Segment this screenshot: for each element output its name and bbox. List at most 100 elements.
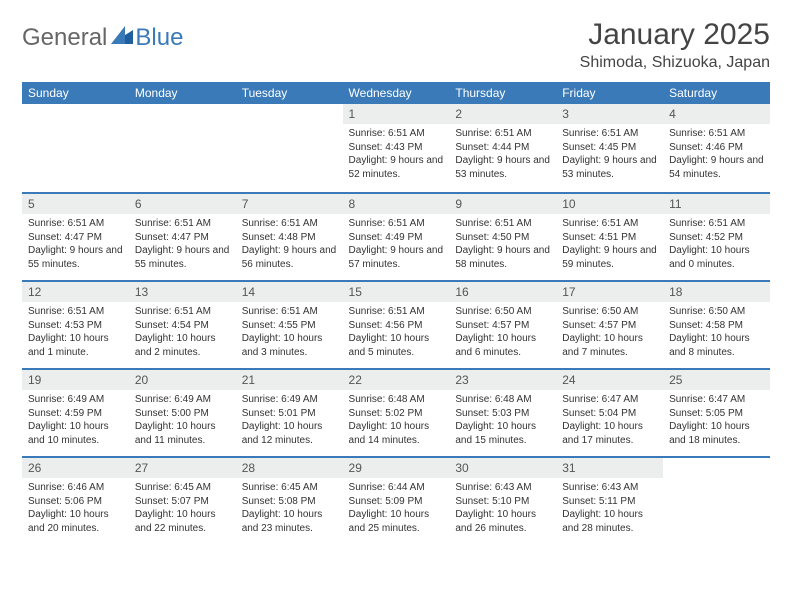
- day-number: 30: [449, 458, 556, 478]
- day-details: Sunrise: 6:49 AMSunset: 4:59 PMDaylight:…: [22, 390, 129, 447]
- day-number: 23: [449, 370, 556, 390]
- day-number: 4: [663, 104, 770, 124]
- title-block: January 2025 Shimoda, Shizuoka, Japan: [580, 18, 770, 72]
- day-number: 9: [449, 194, 556, 214]
- calendar-cell: 17Sunrise: 6:50 AMSunset: 4:57 PMDayligh…: [556, 280, 663, 368]
- day-details: Sunrise: 6:44 AMSunset: 5:09 PMDaylight:…: [343, 478, 450, 535]
- day-number: 2: [449, 104, 556, 124]
- day-number: 7: [236, 194, 343, 214]
- calendar-cell: 12Sunrise: 6:51 AMSunset: 4:53 PMDayligh…: [22, 280, 129, 368]
- header: General Blue January 2025 Shimoda, Shizu…: [22, 18, 770, 72]
- logo-icon: [111, 26, 133, 44]
- day-number: 28: [236, 458, 343, 478]
- day-number: 24: [556, 370, 663, 390]
- calendar-cell: 21Sunrise: 6:49 AMSunset: 5:01 PMDayligh…: [236, 368, 343, 456]
- calendar-cell: 27Sunrise: 6:45 AMSunset: 5:07 PMDayligh…: [129, 456, 236, 544]
- calendar-cell: 24Sunrise: 6:47 AMSunset: 5:04 PMDayligh…: [556, 368, 663, 456]
- day-number: 19: [22, 370, 129, 390]
- calendar-cell: [236, 104, 343, 192]
- location: Shimoda, Shizuoka, Japan: [580, 54, 770, 72]
- calendar-row: 5Sunrise: 6:51 AMSunset: 4:47 PMDaylight…: [22, 192, 770, 280]
- day-details: Sunrise: 6:51 AMSunset: 4:50 PMDaylight:…: [449, 214, 556, 271]
- day-number: 10: [556, 194, 663, 214]
- calendar-cell: [129, 104, 236, 192]
- day-details: Sunrise: 6:51 AMSunset: 4:47 PMDaylight:…: [129, 214, 236, 271]
- calendar-cell: 11Sunrise: 6:51 AMSunset: 4:52 PMDayligh…: [663, 192, 770, 280]
- calendar-cell: 8Sunrise: 6:51 AMSunset: 4:49 PMDaylight…: [343, 192, 450, 280]
- calendar-cell: 1Sunrise: 6:51 AMSunset: 4:43 PMDaylight…: [343, 104, 450, 192]
- weekday-header: Saturday: [663, 82, 770, 104]
- day-number: 21: [236, 370, 343, 390]
- day-number: 14: [236, 282, 343, 302]
- day-details: Sunrise: 6:51 AMSunset: 4:43 PMDaylight:…: [343, 124, 450, 181]
- day-details: Sunrise: 6:48 AMSunset: 5:02 PMDaylight:…: [343, 390, 450, 447]
- day-number: 11: [663, 194, 770, 214]
- day-details: Sunrise: 6:51 AMSunset: 4:51 PMDaylight:…: [556, 214, 663, 271]
- calendar-row: 1Sunrise: 6:51 AMSunset: 4:43 PMDaylight…: [22, 104, 770, 192]
- day-details: Sunrise: 6:48 AMSunset: 5:03 PMDaylight:…: [449, 390, 556, 447]
- logo-text-1: General: [22, 24, 107, 52]
- weekday-header: Friday: [556, 82, 663, 104]
- calendar-cell: 22Sunrise: 6:48 AMSunset: 5:02 PMDayligh…: [343, 368, 450, 456]
- weekday-header: Monday: [129, 82, 236, 104]
- day-number: 6: [129, 194, 236, 214]
- day-details: Sunrise: 6:43 AMSunset: 5:11 PMDaylight:…: [556, 478, 663, 535]
- day-number: 31: [556, 458, 663, 478]
- day-number: 12: [22, 282, 129, 302]
- calendar-cell: 9Sunrise: 6:51 AMSunset: 4:50 PMDaylight…: [449, 192, 556, 280]
- calendar-cell: 14Sunrise: 6:51 AMSunset: 4:55 PMDayligh…: [236, 280, 343, 368]
- day-details: Sunrise: 6:47 AMSunset: 5:04 PMDaylight:…: [556, 390, 663, 447]
- day-number: 22: [343, 370, 450, 390]
- calendar-cell: 15Sunrise: 6:51 AMSunset: 4:56 PMDayligh…: [343, 280, 450, 368]
- calendar-cell: 25Sunrise: 6:47 AMSunset: 5:05 PMDayligh…: [663, 368, 770, 456]
- calendar-cell: 16Sunrise: 6:50 AMSunset: 4:57 PMDayligh…: [449, 280, 556, 368]
- calendar-cell: 7Sunrise: 6:51 AMSunset: 4:48 PMDaylight…: [236, 192, 343, 280]
- weekday-header-row: Sunday Monday Tuesday Wednesday Thursday…: [22, 82, 770, 104]
- day-details: Sunrise: 6:51 AMSunset: 4:55 PMDaylight:…: [236, 302, 343, 359]
- day-number: 26: [22, 458, 129, 478]
- calendar-row: 26Sunrise: 6:46 AMSunset: 5:06 PMDayligh…: [22, 456, 770, 544]
- logo: General Blue: [22, 18, 183, 52]
- day-details: Sunrise: 6:51 AMSunset: 4:49 PMDaylight:…: [343, 214, 450, 271]
- calendar-cell: 4Sunrise: 6:51 AMSunset: 4:46 PMDaylight…: [663, 104, 770, 192]
- calendar-cell: 2Sunrise: 6:51 AMSunset: 4:44 PMDaylight…: [449, 104, 556, 192]
- calendar-cell: 13Sunrise: 6:51 AMSunset: 4:54 PMDayligh…: [129, 280, 236, 368]
- day-details: Sunrise: 6:51 AMSunset: 4:53 PMDaylight:…: [22, 302, 129, 359]
- day-details: Sunrise: 6:51 AMSunset: 4:45 PMDaylight:…: [556, 124, 663, 181]
- weekday-header: Tuesday: [236, 82, 343, 104]
- weekday-header: Sunday: [22, 82, 129, 104]
- calendar-cell: [663, 456, 770, 544]
- day-details: Sunrise: 6:51 AMSunset: 4:47 PMDaylight:…: [22, 214, 129, 271]
- day-details: Sunrise: 6:49 AMSunset: 5:00 PMDaylight:…: [129, 390, 236, 447]
- calendar-cell: 23Sunrise: 6:48 AMSunset: 5:03 PMDayligh…: [449, 368, 556, 456]
- day-number: 25: [663, 370, 770, 390]
- weekday-header: Wednesday: [343, 82, 450, 104]
- day-number: 15: [343, 282, 450, 302]
- day-details: Sunrise: 6:51 AMSunset: 4:46 PMDaylight:…: [663, 124, 770, 181]
- calendar-cell: 26Sunrise: 6:46 AMSunset: 5:06 PMDayligh…: [22, 456, 129, 544]
- calendar-cell: 10Sunrise: 6:51 AMSunset: 4:51 PMDayligh…: [556, 192, 663, 280]
- calendar-cell: 30Sunrise: 6:43 AMSunset: 5:10 PMDayligh…: [449, 456, 556, 544]
- day-details: Sunrise: 6:51 AMSunset: 4:48 PMDaylight:…: [236, 214, 343, 271]
- day-details: Sunrise: 6:51 AMSunset: 4:44 PMDaylight:…: [449, 124, 556, 181]
- month-title: January 2025: [580, 18, 770, 52]
- day-number: 5: [22, 194, 129, 214]
- calendar-cell: 29Sunrise: 6:44 AMSunset: 5:09 PMDayligh…: [343, 456, 450, 544]
- day-number: 27: [129, 458, 236, 478]
- day-number: 13: [129, 282, 236, 302]
- calendar-cell: 19Sunrise: 6:49 AMSunset: 4:59 PMDayligh…: [22, 368, 129, 456]
- calendar-row: 12Sunrise: 6:51 AMSunset: 4:53 PMDayligh…: [22, 280, 770, 368]
- day-number: 18: [663, 282, 770, 302]
- calendar-cell: 5Sunrise: 6:51 AMSunset: 4:47 PMDaylight…: [22, 192, 129, 280]
- day-details: Sunrise: 6:45 AMSunset: 5:07 PMDaylight:…: [129, 478, 236, 535]
- day-number: 29: [343, 458, 450, 478]
- day-number: 17: [556, 282, 663, 302]
- day-details: Sunrise: 6:50 AMSunset: 4:58 PMDaylight:…: [663, 302, 770, 359]
- calendar-cell: 6Sunrise: 6:51 AMSunset: 4:47 PMDaylight…: [129, 192, 236, 280]
- logo-text-2: Blue: [135, 24, 183, 52]
- day-details: Sunrise: 6:45 AMSunset: 5:08 PMDaylight:…: [236, 478, 343, 535]
- day-details: Sunrise: 6:50 AMSunset: 4:57 PMDaylight:…: [449, 302, 556, 359]
- calendar-cell: 20Sunrise: 6:49 AMSunset: 5:00 PMDayligh…: [129, 368, 236, 456]
- day-details: Sunrise: 6:50 AMSunset: 4:57 PMDaylight:…: [556, 302, 663, 359]
- day-details: Sunrise: 6:43 AMSunset: 5:10 PMDaylight:…: [449, 478, 556, 535]
